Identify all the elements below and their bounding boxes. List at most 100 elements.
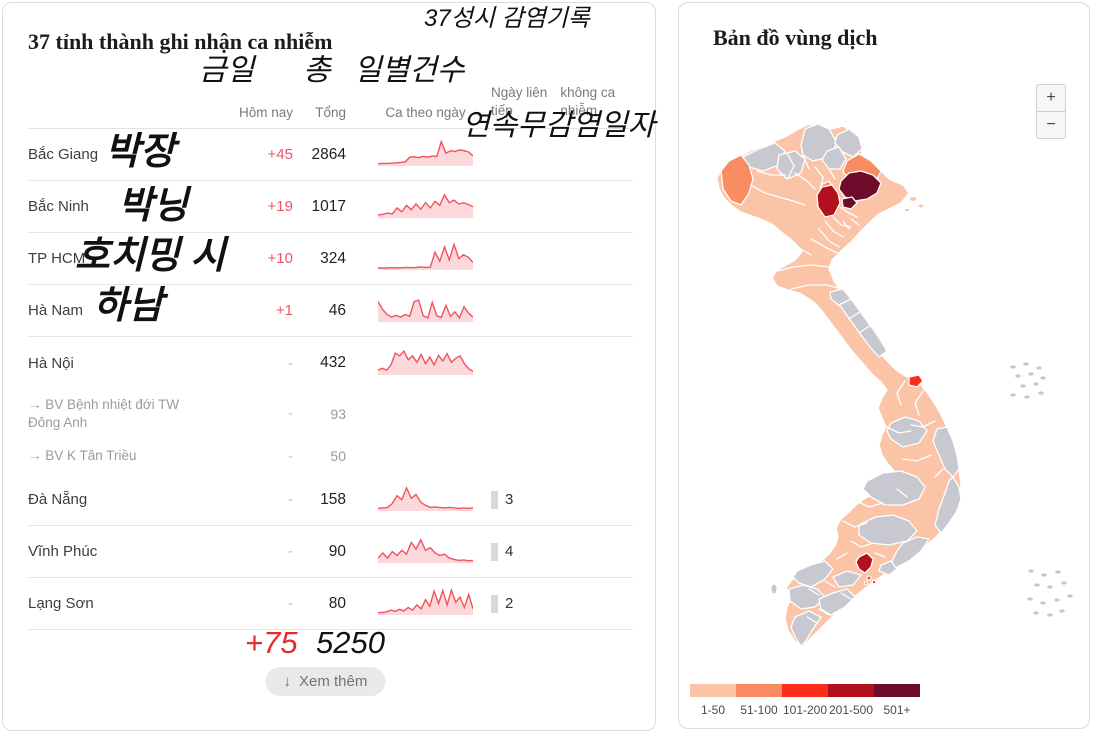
province-area[interactable] xyxy=(932,426,960,478)
legend-swatch xyxy=(782,684,828,697)
legend-swatch xyxy=(874,684,920,697)
table-row: Vĩnh Phúc - 90 4 xyxy=(28,526,633,578)
map-card: Bản đồ vùng dịch + − 1-50 51-100 101-200 20… xyxy=(678,2,1090,729)
island-group-truong-sa xyxy=(1047,613,1053,617)
province-area[interactable] xyxy=(829,288,888,358)
today-cases: - xyxy=(288,491,293,508)
table-header: Hôm nay Tổng Ca theo ngày Ngày liên tiếp… xyxy=(28,69,633,129)
island-group-hoang-sa xyxy=(1020,384,1026,388)
legend-label: 101-200 xyxy=(782,703,828,717)
map-zoom-out-button[interactable]: − xyxy=(1036,111,1066,139)
border-line xyxy=(902,454,932,462)
island-group-hoang-sa xyxy=(1023,362,1029,366)
legend-label: 1-50 xyxy=(700,703,726,717)
legend-item: 1-50 xyxy=(690,684,736,717)
map-zoom-in-button[interactable]: + xyxy=(1036,84,1066,112)
border-line xyxy=(790,284,842,290)
island-phu-quoc xyxy=(770,583,778,595)
island-group-hoang-sa xyxy=(1038,391,1044,395)
table-row: Bắc Giang +45 2864 xyxy=(28,129,633,181)
vietnam-outbreak-map[interactable] xyxy=(691,109,1091,669)
column-header-today: Hôm nay xyxy=(238,105,293,120)
border-line xyxy=(850,218,860,226)
province-table-body: Bắc Giang +45 2864 Bắc Ninh +19 1017 TP … xyxy=(28,129,633,630)
islet xyxy=(903,207,911,213)
island-group-hoang-sa xyxy=(1024,395,1030,399)
border-line xyxy=(808,588,820,596)
border-line xyxy=(778,196,806,206)
load-more-button[interactable]: ↓ Xem thêm xyxy=(265,667,386,696)
column-header-daily-cases: Ca theo ngày xyxy=(385,105,466,120)
province-area[interactable] xyxy=(792,560,834,588)
table-title: 37 tỉnh thành ghi nhận ca nhiễm xyxy=(28,29,333,54)
today-cases: +45 xyxy=(267,146,293,163)
legend-label: 501+ xyxy=(883,703,911,717)
island-group-truong-sa xyxy=(1041,573,1047,577)
border-line xyxy=(836,552,848,560)
island-group-truong-sa xyxy=(1054,598,1060,602)
province-area[interactable] xyxy=(790,610,822,647)
province-area[interactable] xyxy=(858,514,918,546)
map-zoom-controls: + − xyxy=(1036,84,1066,139)
total-cases: 50 xyxy=(330,448,346,464)
province-area[interactable] xyxy=(934,476,962,534)
border-line xyxy=(839,206,858,218)
column-header-streak-line2: không ca nhiễm xyxy=(560,84,616,118)
total-cases: 46 xyxy=(328,301,346,319)
province-bac-giang[interactable] xyxy=(838,170,882,202)
legend-swatch xyxy=(736,684,782,697)
total-cases: 2864 xyxy=(311,145,346,163)
island-group-truong-sa xyxy=(1028,569,1034,573)
down-arrow-icon: ↓ xyxy=(283,673,291,690)
daily-cases-sparkline xyxy=(378,241,474,276)
streak-value: 3 xyxy=(505,491,514,508)
border-line xyxy=(776,264,830,272)
table-row: → BV K Tân Triều - 50 xyxy=(28,438,633,474)
border-line xyxy=(896,380,906,406)
province-area[interactable] xyxy=(888,536,930,572)
today-cases: +1 xyxy=(275,302,293,319)
province-ha-noi[interactable] xyxy=(816,184,841,218)
border-line xyxy=(896,488,908,498)
province-area[interactable] xyxy=(821,146,847,170)
table-row: Đà Nẵng - 158 3 xyxy=(28,474,633,526)
border-line xyxy=(914,390,924,416)
province-name: Đà Nẵng xyxy=(28,491,88,508)
province-da-nang[interactable] xyxy=(908,374,924,388)
province-area[interactable] xyxy=(834,128,863,158)
streak-value: 4 xyxy=(505,543,514,560)
today-cases: - xyxy=(288,447,293,465)
border-line xyxy=(842,220,850,230)
no-case-streak: 2 xyxy=(473,594,633,613)
border-line xyxy=(818,228,840,248)
daily-cases-sparkline xyxy=(377,586,474,621)
island-group-truong-sa xyxy=(1040,601,1046,605)
daily-cases-sparkline xyxy=(377,346,474,381)
border-line xyxy=(886,426,912,434)
border-line xyxy=(858,324,872,334)
island-group-hoang-sa xyxy=(1033,382,1039,386)
daily-cases-sparkline xyxy=(377,534,474,569)
border-line xyxy=(840,592,852,600)
province-area[interactable] xyxy=(832,570,862,588)
islet xyxy=(917,203,925,209)
islet xyxy=(863,580,869,586)
province-area[interactable] xyxy=(862,470,926,506)
today-cases: - xyxy=(288,595,293,612)
province-dien-bien[interactable] xyxy=(720,154,754,206)
province-area[interactable] xyxy=(878,560,898,576)
border-line xyxy=(874,552,886,558)
island-group-truong-sa xyxy=(1033,611,1039,615)
table-row: Lạng Sơn - 80 2 xyxy=(28,578,633,630)
legend-swatch xyxy=(690,684,736,697)
province-bac-ninh[interactable] xyxy=(841,196,858,210)
island-group-truong-sa xyxy=(1047,585,1053,589)
island-group-truong-sa xyxy=(1034,583,1040,587)
province-tp-hcm[interactable] xyxy=(855,552,874,574)
province-area[interactable] xyxy=(776,150,806,180)
table-row: TP HCM +10 324 xyxy=(28,233,633,285)
border-line xyxy=(750,184,780,198)
border-line xyxy=(934,468,944,478)
border-line xyxy=(848,310,862,320)
table-row: Bắc Ninh +19 1017 xyxy=(28,181,633,233)
